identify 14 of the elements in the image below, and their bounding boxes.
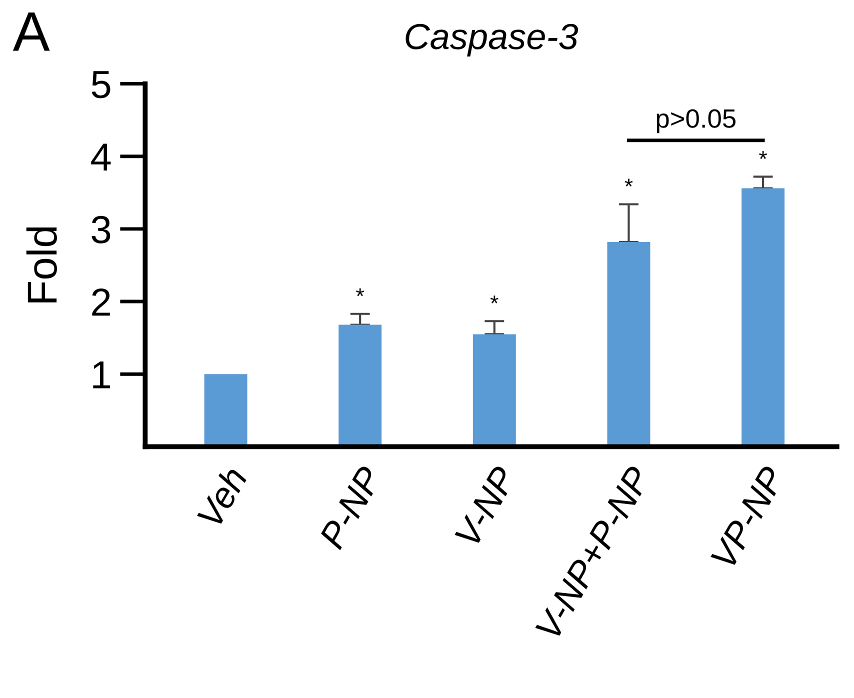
annotation: * — [356, 288, 364, 296]
chart-title: Caspase-3 — [406, 24, 578, 57]
annotation: * — [624, 178, 633, 187]
y-tick-label: 3 — [92, 216, 110, 244]
y-tick-label: 4 — [91, 144, 111, 170]
text: A — [12, 12, 50, 51]
annotation: * — [759, 151, 768, 159]
y-tick-label: 5 — [92, 71, 110, 98]
y-tick-label: 2 — [92, 288, 110, 316]
y-tick-label: 1 — [93, 361, 110, 388]
y-axis-title: Fold — [26, 227, 57, 302]
x-tick-label: Veh — [196, 464, 248, 528]
annotation: p>0.05 — [656, 109, 736, 134]
annotation: * — [490, 296, 498, 304]
